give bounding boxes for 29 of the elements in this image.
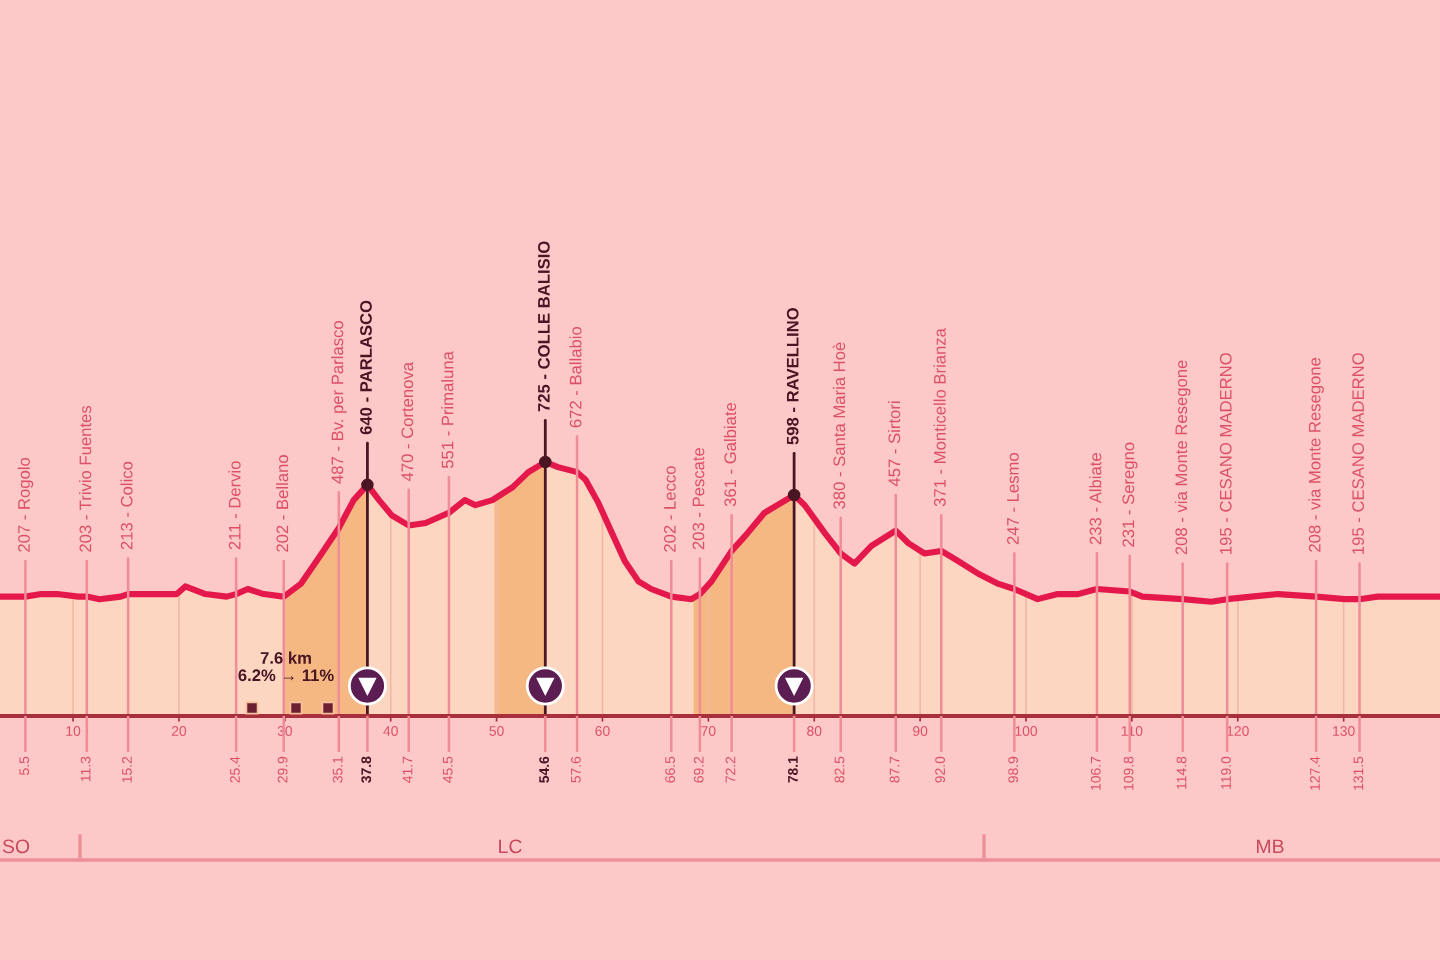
annotation: 208 - via Monte Resegone xyxy=(1308,357,1324,552)
annotation: 551 - Primaluna xyxy=(441,351,454,469)
annotation: 725 - COLLE BALISIO xyxy=(537,241,550,412)
text: LC xyxy=(499,839,522,854)
annotation: 195 - CESANO MADERNO xyxy=(1219,353,1232,554)
annotation: 231 - Seregno xyxy=(1122,442,1138,547)
annotation: 598 - RAVELLINO xyxy=(786,308,799,445)
annotation: 203 - Trivio Fuentes xyxy=(79,405,92,552)
annotation: 457 - Sirtori xyxy=(888,401,901,487)
annotation: 672 - Ballabio xyxy=(569,326,582,428)
annotation: 371 - Monticello Brianza xyxy=(933,328,946,507)
annotation: 203 - Pescate xyxy=(692,447,705,550)
text: MB xyxy=(1257,839,1284,854)
annotation: 233 - Albiate xyxy=(1089,453,1102,545)
annotation: 247 - Lesmo xyxy=(1007,453,1019,545)
annotation: 361 - Galbiate xyxy=(723,402,737,507)
annotation: 380 - Santa Maria Hoè xyxy=(832,342,846,509)
annotation: 207 - Rogolo xyxy=(17,457,34,552)
annotation: 208 - via Monte Resegone xyxy=(1174,360,1191,555)
annotation: 470 - Cortenova xyxy=(401,361,414,482)
annotation: 487 - Bv. per Parlasco xyxy=(331,321,347,484)
annotation: 202 - Bellano xyxy=(276,455,289,552)
annotation: 640 - PARLASCO xyxy=(360,300,372,435)
annotation: 195 - CESANO MADERNO xyxy=(1352,353,1364,554)
annotation: 213 - Colico xyxy=(120,461,133,550)
annotation: 7.6 km 6.2% → 11% xyxy=(238,651,334,682)
text: SO xyxy=(2,839,30,854)
annotation: 211 - Dervio xyxy=(228,461,241,550)
annotation: 202 - Lecco xyxy=(663,466,676,552)
